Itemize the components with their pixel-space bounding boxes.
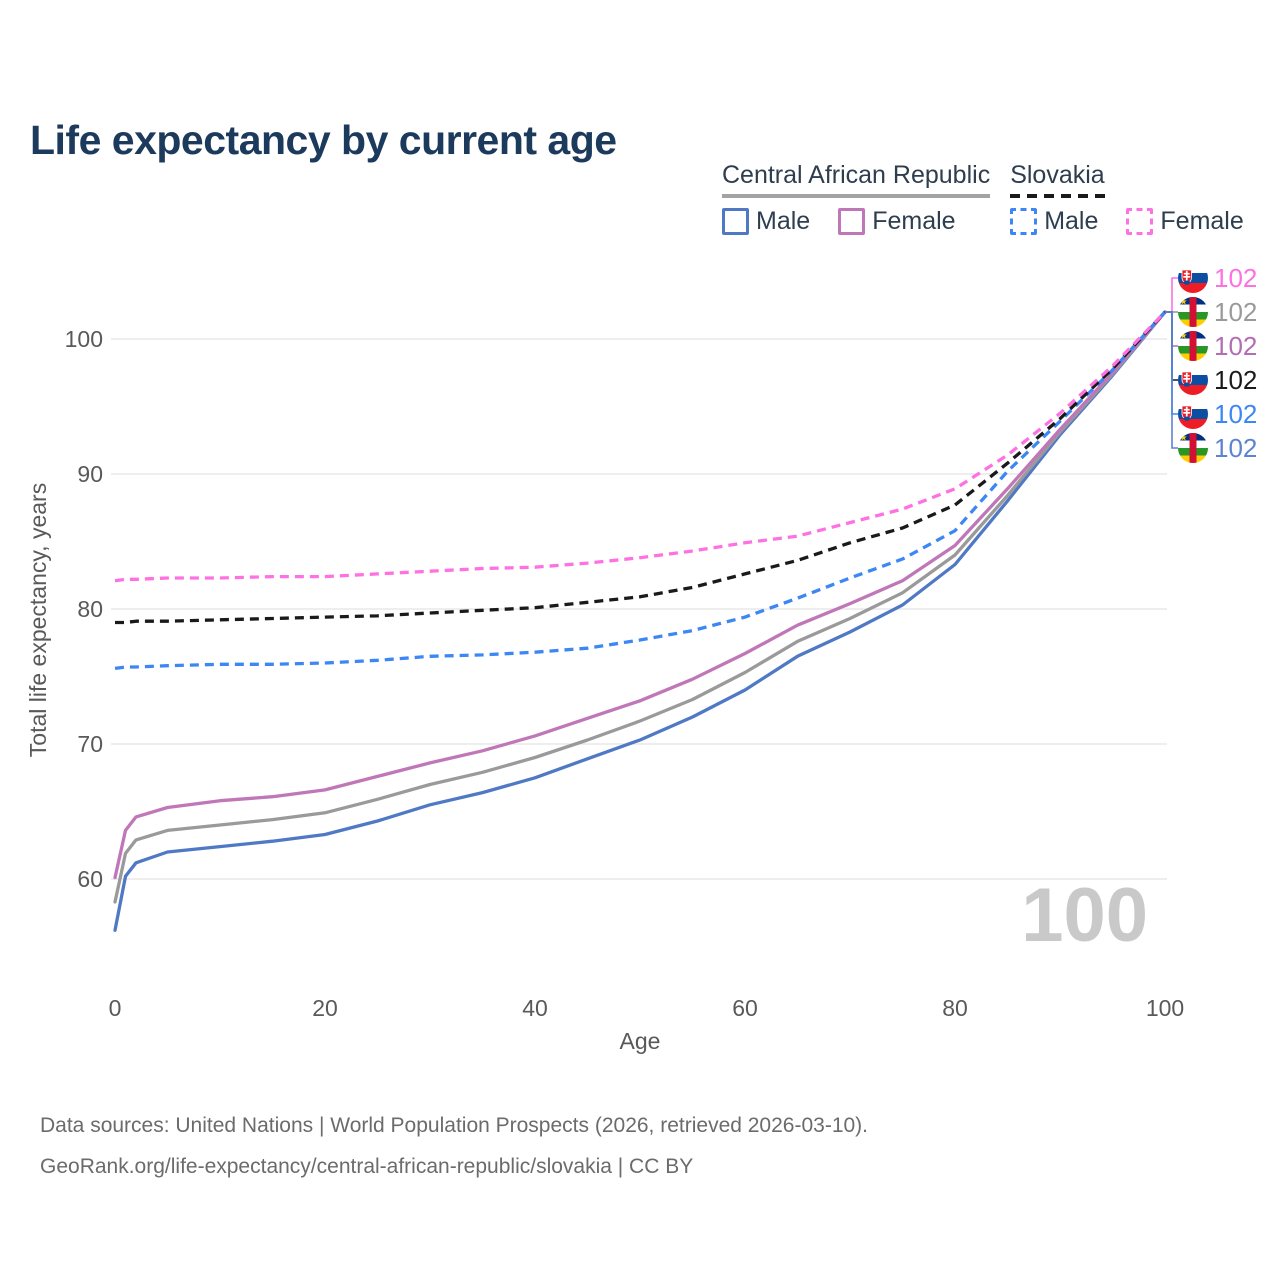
end-label-row: ★ 102 [1178,297,1257,327]
svg-text:★: ★ [1180,331,1188,341]
y-axis-label: Total life expectancy, years [25,483,51,757]
x-axis-label: Age [620,1028,661,1054]
age-counter-watermark: 100 [1021,873,1148,958]
legend-group-title-car: Central African Republic [722,161,991,189]
series-line-svk-male[interactable] [114,310,1167,671]
car-flag-icon: ★ [1178,331,1208,361]
slovakia-flag-icon [1178,399,1208,429]
legend-item-car-male[interactable]: Male [722,207,810,236]
footer: Data sources: United Nations | World Pop… [40,1106,868,1188]
end-label-value: 102 [1214,297,1257,327]
svg-text:★: ★ [1180,297,1188,307]
end-label-row: ★ 102 [1178,331,1257,361]
car-flag-icon: ★ [1178,433,1208,463]
x-tick-0: 0 [109,995,122,1021]
x-tick-80: 80 [942,995,968,1021]
end-label-row: 102 [1178,399,1257,429]
legend-item-car-female[interactable]: Female [838,207,956,236]
end-label-value: 102 [1214,399,1257,429]
legend-item-label: Male [756,207,811,235]
footer-attribution: GeoRank.org/life-expectancy/central-afri… [40,1154,694,1178]
slovakia-female-swatch-icon [1126,208,1154,235]
end-label-value: 102 [1214,263,1257,293]
legend: Central African Republic Male Female Slo… [722,161,1244,236]
x-tick-20: 20 [312,995,338,1021]
svg-text:★: ★ [1180,433,1188,443]
footer-data-sources: Data sources: United Nations | World Pop… [40,1114,869,1137]
legend-item-label: Female [872,207,956,235]
series-line-car-male[interactable] [113,310,1167,932]
x-tick-40: 40 [522,995,548,1021]
end-label-value: 102 [1214,365,1257,395]
series-line-car-female[interactable] [113,310,1167,880]
legend-item-slovakia-female[interactable]: Female [1126,207,1244,236]
end-label-row: 102 [1178,263,1257,293]
series-line-car-both[interactable] [113,310,1167,904]
car-female-swatch-icon [838,208,866,235]
end-label-value: 102 [1214,433,1257,463]
legend-underline-dashed [1010,194,1105,198]
page-title: Life expectancy by current age [30,117,617,164]
car-male-swatch-icon [722,208,749,235]
y-tick-70: 70 [77,731,103,757]
legend-item-label: Female [1160,207,1244,235]
end-label-connector [1165,277,1178,313]
end-label-connector [1165,311,1178,449]
series-line-svk-both[interactable] [115,310,1167,625]
x-tick-60: 60 [732,995,758,1021]
end-label-row: 102 [1178,365,1257,395]
end-label-row: ★ 102 [1178,433,1257,463]
legend-group-slovakia: Slovakia Male Female [1010,161,1244,236]
legend-item-slovakia-male[interactable]: Male [1010,207,1098,236]
y-tick-60: 60 [77,866,103,892]
y-tick-80: 80 [77,596,103,622]
legend-item-label: Male [1044,207,1099,235]
y-tick-100: 100 [65,326,103,352]
legend-underline-solid [722,194,991,198]
y-tick-90: 90 [77,461,103,487]
car-flag-icon: ★ [1178,297,1208,327]
slovakia-flag-icon [1178,263,1208,293]
series-line-svk-female[interactable] [114,310,1167,583]
slovakia-flag-icon [1178,365,1208,395]
legend-group-central-african-republic: Central African Republic Male Female [722,161,991,236]
slovakia-male-swatch-icon [1010,208,1038,235]
legend-group-title-slovakia: Slovakia [1010,161,1105,189]
end-label-value: 102 [1214,331,1257,361]
x-tick-100: 100 [1146,995,1184,1021]
